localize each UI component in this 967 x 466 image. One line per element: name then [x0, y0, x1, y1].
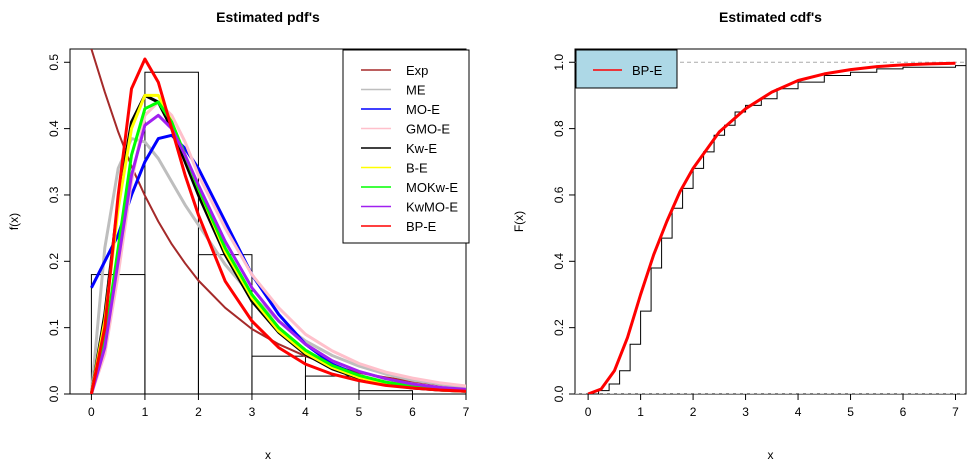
- legend-box: [575, 49, 678, 89]
- legend-label: BP-E: [406, 219, 437, 234]
- histogram-bar: [251, 355, 306, 394]
- y-tick-label: 1.0: [552, 54, 566, 71]
- legend: Exp ME MO-E GMO-E Kw-E B-E MOKw-E KwMO-E BP-E: [342, 49, 470, 244]
- cdf-panel: Estimated cdf's x F(x) 0 1 2 3 4 5 6 7 0.0 0.2 0.4 0.6…: [512, 9, 967, 462]
- y-tick-label: 0.2: [47, 253, 61, 270]
- y-tick-label: 0.4: [47, 120, 61, 137]
- chart-title: Estimated cdf's: [719, 9, 822, 25]
- legend-label: Exp: [406, 63, 428, 78]
- x-tick-label: 0: [88, 405, 95, 419]
- legend-label: Kw-E: [406, 141, 437, 156]
- y-tick-label: 0.5: [47, 54, 61, 71]
- y-axis-label: f(x): [7, 213, 21, 230]
- x-tick-label: 2: [195, 405, 202, 419]
- plot-area: [89, 49, 466, 394]
- y-axis-label: F(x): [512, 211, 526, 232]
- legend-label: GMO-E: [406, 122, 450, 137]
- legend-label: KwMO-E: [406, 200, 458, 215]
- x-tick-label: 6: [409, 405, 416, 419]
- histogram-bar: [304, 375, 360, 394]
- legend-label: ME: [406, 83, 426, 98]
- series-line-bp-e: [89, 57, 466, 394]
- empirical-cdf-step: [588, 65, 966, 394]
- legend-label: B-E: [406, 161, 428, 176]
- y-tick-label: 0.6: [552, 186, 566, 203]
- y-tick-label: 0.1: [47, 319, 61, 336]
- y-tick-label: 0.0: [47, 385, 61, 402]
- x-tick-label: 4: [795, 405, 802, 419]
- x-tick-label: 3: [742, 405, 749, 419]
- legend-label: MOKw-E: [406, 180, 458, 195]
- histogram-bar: [144, 71, 199, 394]
- y-tick-label: 0.4: [552, 253, 566, 270]
- legend: BP-E: [575, 49, 678, 89]
- y-tick-label: 0.8: [552, 120, 566, 137]
- chart-title: Estimated pdf's: [216, 9, 320, 25]
- x-tick-label: 4: [302, 405, 309, 419]
- series-line-kwmo-e: [89, 113, 466, 394]
- x-tick-label: 7: [952, 405, 959, 419]
- series-line-me: [89, 137, 466, 394]
- pdf-panel: Estimated pdf's x f(x) 0 1 2 3 4 5 6 7 0.0 0.1 0.2 0.3…: [7, 9, 470, 462]
- x-tick-label: 3: [249, 405, 256, 419]
- x-axis-label: x: [265, 448, 271, 462]
- x-tick-label: 2: [690, 405, 697, 419]
- plot-frame: [574, 48, 967, 395]
- x-tick-label: 0: [585, 405, 592, 419]
- x-tick-label: 1: [637, 405, 644, 419]
- y-tick-label: 0.3: [47, 186, 61, 203]
- x-tick-label: 5: [847, 405, 854, 419]
- plot-area: [575, 61, 966, 394]
- x-tick-label: 1: [142, 405, 149, 419]
- x-tick-label: 5: [356, 405, 363, 419]
- y-tick-label: 0.2: [552, 319, 566, 336]
- x-tick-label: 6: [900, 405, 907, 419]
- legend-box: [342, 49, 470, 244]
- series-line-bp-e: [587, 61, 956, 394]
- x-tick-label: 7: [463, 405, 470, 419]
- legend-label: BP-E: [632, 63, 663, 78]
- series-line-mokw-e: [89, 100, 466, 394]
- legend-label: MO-E: [406, 102, 440, 117]
- histogram-bar: [358, 390, 413, 394]
- y-tick-label: 0.0: [552, 385, 566, 402]
- x-axis-label: x: [768, 448, 774, 462]
